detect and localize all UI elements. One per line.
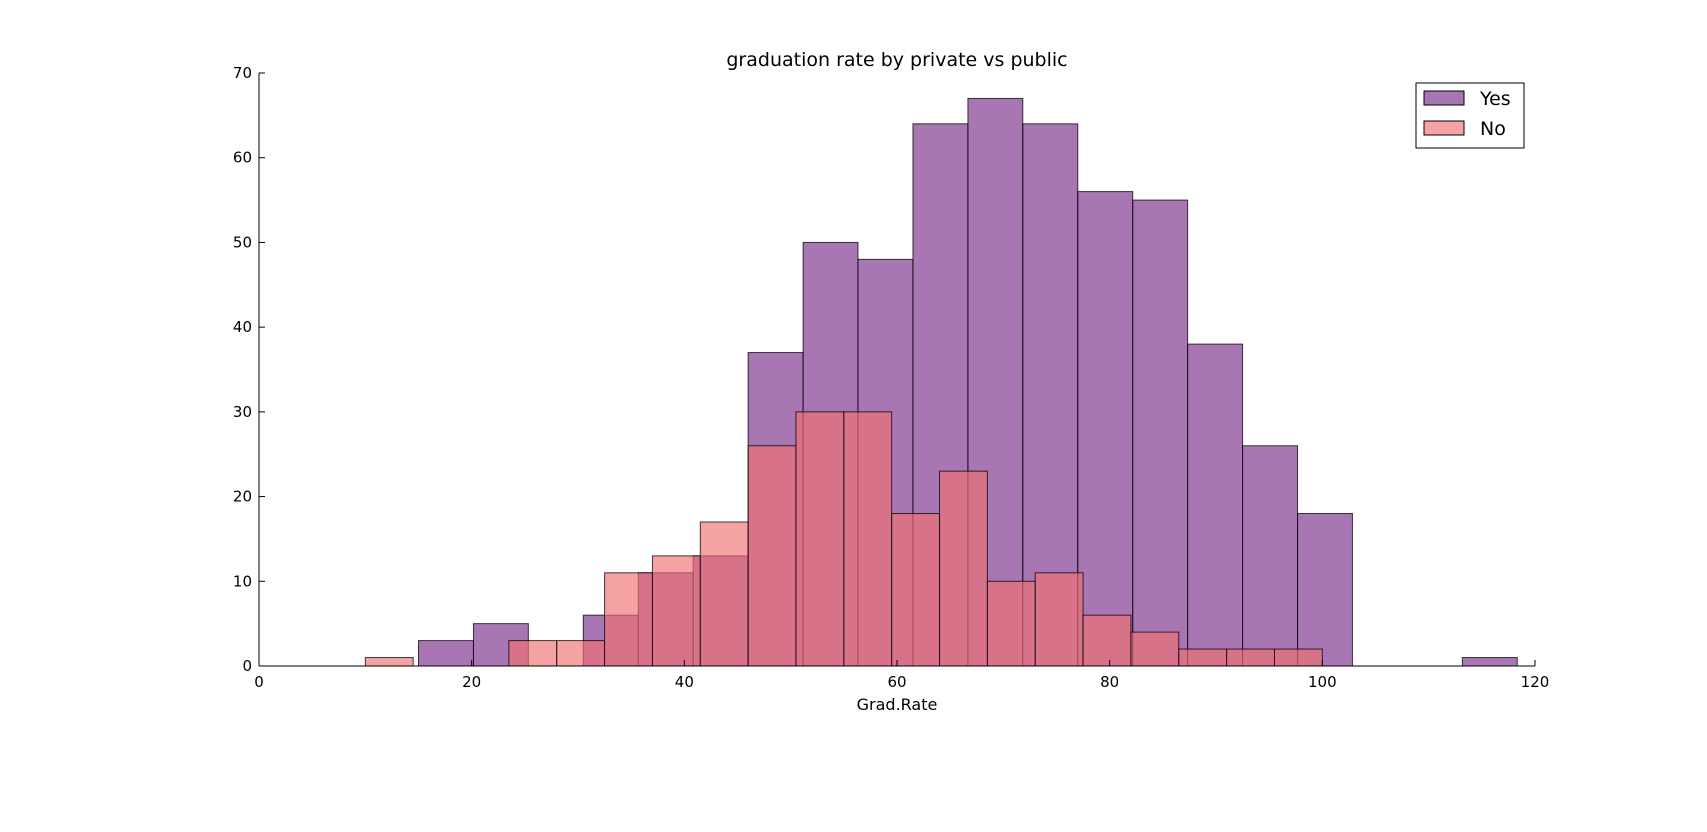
legend-swatch-yes <box>1423 90 1465 106</box>
y-tick-label-0: 0 <box>242 657 252 675</box>
x-tick-label-60: 60 <box>887 673 906 691</box>
bar-no-10 <box>843 411 893 667</box>
x-tick-label-80: 80 <box>1100 673 1119 691</box>
bar-no-15 <box>1082 614 1132 667</box>
bar-no-18 <box>1226 648 1275 667</box>
ticks-layer: 0 20 40 60 80 100 120 0 10 20 30 40 50 60 70 <box>233 64 1549 691</box>
bar-yes-13 <box>1132 199 1189 667</box>
bar-yes-0 <box>418 640 474 667</box>
bar-no-7 <box>699 521 749 667</box>
bar-yes-14 <box>1187 343 1244 667</box>
bar-no-8 <box>747 445 797 667</box>
bar-yes-16 <box>1297 513 1353 667</box>
y-tick-label-70: 70 <box>233 64 252 82</box>
y-tick-label-60: 60 <box>233 149 252 167</box>
bar-no-11 <box>891 513 941 667</box>
bar-no-3 <box>508 640 558 667</box>
legend: Yes No <box>1415 82 1525 149</box>
bar-no-16 <box>1130 631 1180 667</box>
x-axis-title: Grad.Rate <box>857 695 938 714</box>
legend-label-yes: Yes <box>1479 88 1511 110</box>
y-tick-label-20: 20 <box>233 488 252 506</box>
y-tick-label-40: 40 <box>233 318 252 336</box>
bar-no-0 <box>364 657 414 667</box>
y-tick-label-50: 50 <box>233 233 252 251</box>
bars-layer <box>364 97 1518 667</box>
x-tick-label-40: 40 <box>675 673 694 691</box>
y-tick-label-10: 10 <box>233 572 252 590</box>
legend-swatch-no <box>1423 120 1465 136</box>
bar-no-14 <box>1034 572 1084 667</box>
bar-no-13 <box>986 580 1036 667</box>
bar-no-12 <box>939 470 988 667</box>
x-tick-label-20: 20 <box>462 673 481 691</box>
bar-no-9 <box>795 411 845 667</box>
bar-yes-19 <box>1461 657 1518 667</box>
legend-label-no: No <box>1480 118 1506 140</box>
chart-title: graduation rate by private vs public <box>726 49 1067 71</box>
bar-no-5 <box>604 572 653 667</box>
bar-no-19 <box>1273 648 1323 667</box>
x-tick-label-120: 120 <box>1521 673 1550 691</box>
bar-yes-15 <box>1242 445 1299 667</box>
bar-yes-12 <box>1077 191 1134 667</box>
bar-no-4 <box>556 640 606 667</box>
y-tick-label-30: 30 <box>233 403 252 421</box>
x-tick-label-0: 0 <box>254 673 264 691</box>
series-no <box>364 411 1323 667</box>
bar-no-17 <box>1178 648 1228 667</box>
x-tick-label-100: 100 <box>1308 673 1337 691</box>
bar-no-6 <box>651 555 701 667</box>
